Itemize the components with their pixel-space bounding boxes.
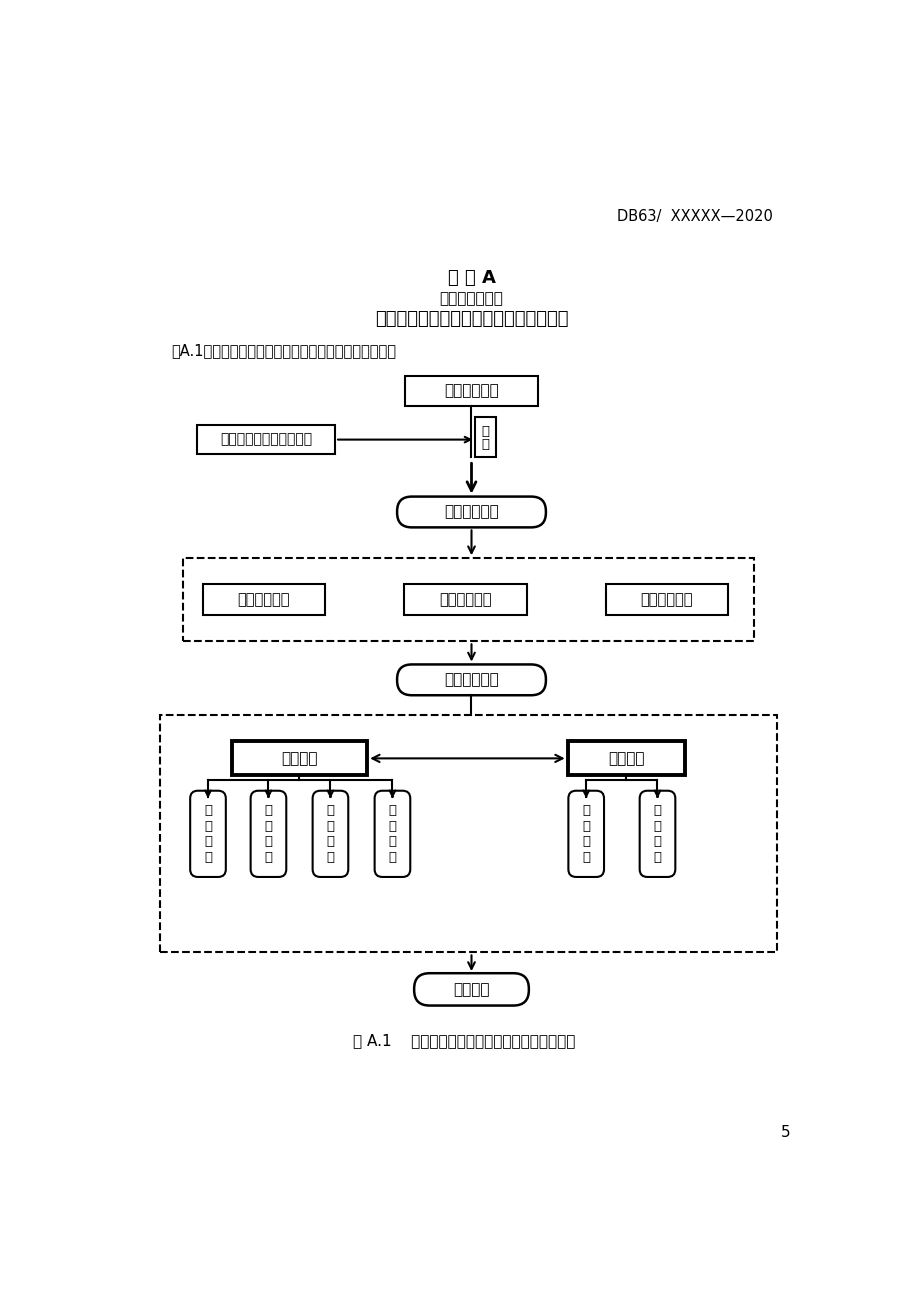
Bar: [232, 741, 367, 775]
Text: 图A.1给出了退化高寒湿地人工增雨型修复技术流程图。: 图A.1给出了退化高寒湿地人工增雨型修复技术流程图。: [171, 342, 395, 358]
FancyBboxPatch shape: [414, 973, 528, 1005]
Text: 确定作业时段: 确定作业时段: [438, 592, 491, 607]
Text: 效果评价: 效果评价: [453, 982, 489, 997]
FancyBboxPatch shape: [397, 496, 545, 527]
Text: 修: 修: [481, 424, 489, 437]
FancyBboxPatch shape: [397, 664, 545, 695]
Bar: [403, 585, 526, 615]
Text: 确定作业部位: 确定作业部位: [640, 592, 692, 607]
Text: 信
息
上
报: 信 息 上 报: [388, 805, 396, 863]
Text: DB63/  XXXXX—2020: DB63/ XXXXX—2020: [616, 208, 772, 224]
FancyBboxPatch shape: [374, 790, 410, 878]
Text: （资料性附录）: （资料性附录）: [439, 292, 503, 306]
Text: 跟
踪
观
测: 跟 踪 观 测: [652, 805, 661, 863]
Text: 作业实施: 作业实施: [281, 751, 317, 766]
Text: 确定作业方式: 确定作业方式: [444, 504, 498, 519]
FancyBboxPatch shape: [250, 790, 286, 878]
Text: 退化高寒湿地人工增雨型修复技术流程图: 退化高寒湿地人工增雨型修复技术流程图: [374, 310, 568, 328]
Text: 开展作业准备: 开展作业准备: [444, 672, 498, 687]
FancyBboxPatch shape: [312, 790, 348, 878]
Text: 退化高寒湿地: 退化高寒湿地: [444, 384, 498, 398]
Text: 布设观测设备: 布设观测设备: [237, 592, 289, 607]
Bar: [183, 559, 753, 642]
Text: 等
待
批
复: 等 待 批 复: [264, 805, 272, 863]
Bar: [160, 715, 776, 953]
Text: 作业监测: 作业监测: [607, 751, 644, 766]
Bar: [567, 741, 685, 775]
Text: 复: 复: [481, 439, 489, 452]
Text: 临
近
研
判: 临 近 研 判: [582, 805, 590, 863]
FancyBboxPatch shape: [568, 790, 604, 878]
Bar: [404, 376, 538, 406]
FancyBboxPatch shape: [190, 790, 225, 878]
FancyBboxPatch shape: [639, 790, 675, 878]
Text: 实
施
作
业: 实 施 作 业: [326, 805, 335, 863]
Bar: [202, 585, 324, 615]
Bar: [475, 417, 495, 457]
Text: 空
域
申
请: 空 域 申 请: [204, 805, 211, 863]
Bar: [197, 424, 335, 454]
Bar: [605, 585, 727, 615]
Text: 作业区域地形、气候特征: 作业区域地形、气候特征: [220, 432, 312, 447]
Text: 5: 5: [780, 1125, 790, 1141]
Text: 附 录 A: 附 录 A: [447, 270, 495, 286]
Text: 图 A.1    退化高寒湿地人工增雨型修复技术流程图: 图 A.1 退化高寒湿地人工增雨型修复技术流程图: [352, 1032, 574, 1048]
